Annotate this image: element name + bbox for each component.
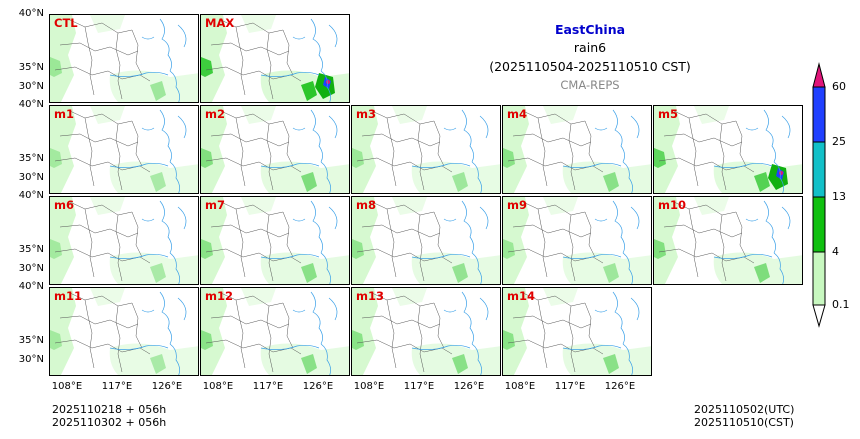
panel-label: m5 — [658, 107, 678, 121]
map-panel-m4: m4 — [502, 105, 652, 194]
colorbar-extend-bottom — [812, 304, 826, 328]
lon-label: 108°E — [504, 381, 536, 392]
panel-label: m10 — [658, 198, 686, 212]
panel-label: CTL — [54, 16, 78, 30]
colorbar-label-13: 13 — [832, 190, 846, 203]
panel-label: m11 — [54, 289, 82, 303]
variable-name: rain6 — [573, 40, 607, 55]
map-panel-ctl: CTL — [49, 14, 199, 103]
panel-label: MAX — [205, 16, 235, 30]
panel-label: m6 — [54, 198, 74, 212]
panel-label: m12 — [205, 289, 233, 303]
lat-label: 30°N — [18, 172, 44, 183]
map-panel-m2: m2 — [200, 105, 350, 194]
panel-label: m2 — [205, 107, 225, 121]
map-panel-max: MAX — [200, 14, 350, 103]
map-panel-m14: m14 — [502, 287, 652, 376]
colorbar-extend-top — [812, 62, 826, 88]
lon-label: 117°E — [252, 381, 284, 392]
colorbar — [812, 62, 826, 328]
colorbar-bin-4-13 — [812, 196, 826, 253]
lat-label: 30°N — [18, 263, 44, 274]
lon-label: 117°E — [403, 381, 435, 392]
panel-label: m1 — [54, 107, 74, 121]
colorbar-bin-25-60 — [812, 86, 826, 143]
lon-label: 108°E — [202, 381, 234, 392]
lat-label: 40°N — [18, 281, 44, 292]
colorbar-label-0.1: 0.1 — [832, 298, 850, 311]
colorbar-bin-13-25 — [812, 141, 826, 198]
colorbar-label-25: 25 — [832, 135, 846, 148]
lon-label: 126°E — [453, 381, 485, 392]
map-panel-m11: m11 — [49, 287, 199, 376]
lat-label: 30°N — [18, 81, 44, 92]
lat-label: 40°N — [18, 99, 44, 110]
lon-label: 126°E — [302, 381, 334, 392]
colorbar-label-4: 4 — [832, 245, 839, 258]
init-time-left: 2025110218 + 056h — [52, 403, 167, 416]
panel-label: m9 — [507, 198, 527, 212]
valid-time-cst: 2025110510(CST) — [694, 416, 794, 429]
map-panel-m8: m8 — [351, 196, 501, 285]
lon-label: 108°E — [51, 381, 83, 392]
lat-label: 35°N — [18, 244, 44, 255]
init-time-right: 2025110302 + 056h — [52, 416, 167, 429]
lat-label: 40°N — [18, 8, 44, 19]
map-panel-m10: m10 — [653, 196, 803, 285]
lon-label: 117°E — [101, 381, 133, 392]
lon-label: 126°E — [604, 381, 636, 392]
map-panel-m6: m6 — [49, 196, 199, 285]
colorbar-bin-0.1-4 — [812, 251, 826, 306]
panel-label: m4 — [507, 107, 527, 121]
valid-period: (2025110504-2025110510 CST) — [489, 59, 691, 74]
lon-label: 108°E — [353, 381, 385, 392]
panel-label: m14 — [507, 289, 535, 303]
region-title: EastChina — [554, 22, 626, 37]
map-panel-m5: m5 — [653, 105, 803, 194]
map-panel-m9: m9 — [502, 196, 652, 285]
map-panel-m12: m12 — [200, 287, 350, 376]
lat-label: 40°N — [18, 190, 44, 201]
title-block: EastChina rain6 (2025110504-2025110510 C… — [440, 22, 740, 94]
colorbar-label-60: 60 — [832, 80, 846, 93]
map-panel-m13: m13 — [351, 287, 501, 376]
panel-label: m3 — [356, 107, 376, 121]
lat-label: 35°N — [18, 62, 44, 73]
lat-label: 30°N — [18, 354, 44, 365]
map-panel-m3: m3 — [351, 105, 501, 194]
lat-label: 35°N — [18, 153, 44, 164]
lat-label: 35°N — [18, 335, 44, 346]
model-name: CMA-REPS — [560, 78, 620, 92]
lon-label: 126°E — [151, 381, 183, 392]
lon-label: 117°E — [554, 381, 586, 392]
valid-time-utc: 2025110502(UTC) — [694, 403, 795, 416]
map-panel-m1: m1 — [49, 105, 199, 194]
panel-label: m8 — [356, 198, 376, 212]
panel-label: m13 — [356, 289, 384, 303]
map-panel-m7: m7 — [200, 196, 350, 285]
panel-label: m7 — [205, 198, 225, 212]
